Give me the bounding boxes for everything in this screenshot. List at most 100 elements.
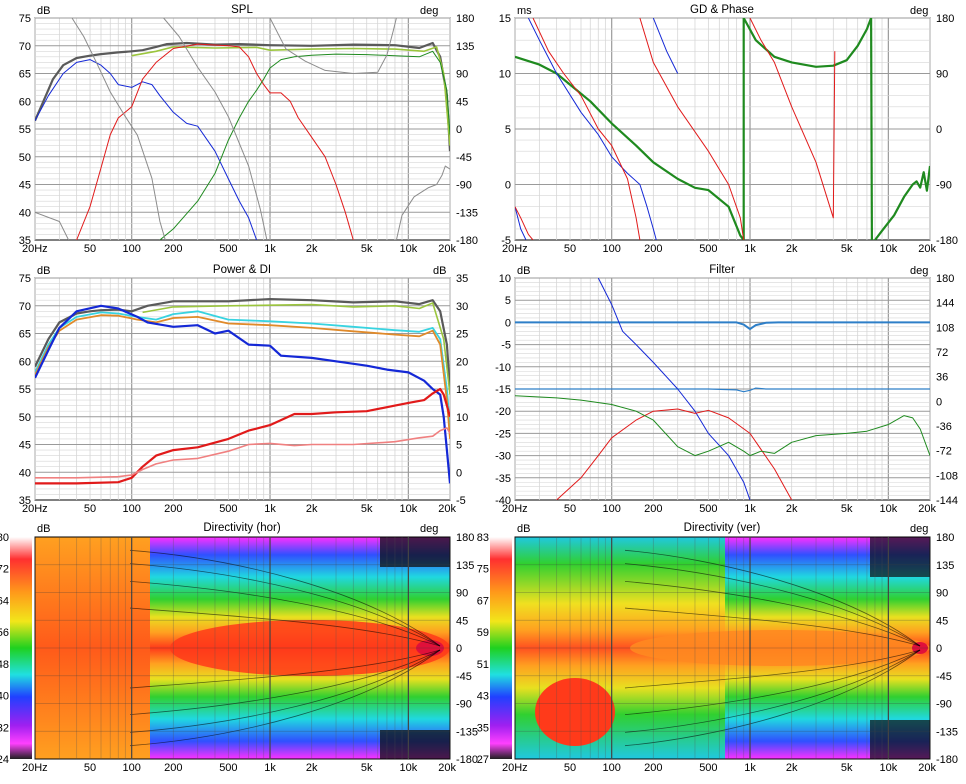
dir-ver-low-hotspot [535,678,615,746]
series-line-red [532,18,641,240]
scale-tick-label: 40 [0,691,9,703]
right-tick-label: -45 [456,152,472,164]
x-tick-label: 1k [264,503,276,515]
right-tick-label: 25 [456,329,468,341]
left-tick-label: 55 [19,124,31,136]
x-tick-label: 50 [564,503,576,515]
right-tick-label: 90 [936,69,948,81]
left-tick-label: 75 [19,13,31,25]
filter-series [515,278,930,500]
directivity-ver-chart: Directivity (ver) dB deg 83 75 67 59 51 43 35 2… [477,522,958,774]
right-tick-label: -144 [936,495,958,507]
right-tick-label: 144 [936,298,954,310]
right-tick-label: 180 [936,13,954,25]
right-tick-label: 72 [936,347,948,359]
right-tick-label: 90 [456,588,468,600]
right-tick-label: -45 [936,671,952,683]
x-tick-label: 10k [879,503,897,515]
series-line-green [874,165,930,240]
x-tick-label: 500 [699,243,717,255]
x-tick-label: 5k [361,243,373,255]
gd-right-unit: deg [910,5,928,17]
series-line-gray [163,18,268,240]
series-line-red [749,18,836,219]
filter-left-ticks: 10 5 0 -5 -10 -15 -20 -25 -30 -35 -40 [495,273,511,507]
scale-tick-label: 67 [477,595,489,607]
right-tick-label: 35 [456,273,468,285]
x-tick-label: 2k [306,762,318,774]
series-line-blue [597,278,751,500]
series-line-light_green [131,46,450,146]
x-tick-label: 20Hz [22,243,48,255]
dir-ver-scale-ticks: 83 75 67 59 51 43 35 27 [477,532,489,766]
x-tick-label: 2k [306,503,318,515]
scale-tick-label: 27 [477,754,489,766]
x-tick-label: 500 [219,503,237,515]
gd-left-ticks: 15 10 5 0 -5 [499,13,511,247]
right-tick-label: 90 [456,69,468,81]
right-tick-label: 135 [936,560,954,572]
x-tick-label: 100 [123,243,141,255]
left-tick-label: -5 [501,340,511,352]
x-tick-label: 1k [744,243,756,255]
x-tick-label: 100 [603,503,621,515]
series-line-steel_blue [515,321,930,331]
scale-tick-label: 56 [0,627,9,639]
power-title: Power & DI [213,264,271,276]
filter-right-unit: deg [910,265,928,277]
left-tick-label: -35 [495,473,511,485]
x-tick-label: 50 [84,503,96,515]
gd-left-unit: ms [517,5,532,17]
dir-ver-on-axis-lobe [630,630,930,666]
dir-ver-dark-bottom [870,720,930,759]
filter-x-ticks: 20Hz 50 100 200 500 1k 2k 5k 10k 20k [502,503,936,515]
right-tick-label: 108 [936,322,954,334]
series-line-gray [269,18,397,74]
x-tick-label: 100 [123,503,141,515]
right-tick-label: 180 [936,532,954,544]
x-tick-label: 10k [399,243,417,255]
gd-x-ticks: 20Hz 50 100 200 500 1k 2k 5k 10k 20k [502,243,936,255]
left-tick-label: 65 [19,69,31,81]
right-tick-label: 0 [936,124,942,136]
scale-tick-label: 24 [0,754,9,766]
scale-tick-label: 75 [477,564,489,576]
right-tick-label: 0 [456,124,462,136]
left-tick-label: 40 [19,207,31,219]
right-tick-label: -90 [456,180,472,192]
right-tick-label: 36 [936,372,948,384]
dir-ver-dark-top [870,537,930,577]
series-line-green [515,395,930,457]
right-tick-label: -135 [936,726,958,738]
series-line-cyan [35,310,450,428]
left-tick-label: 10 [499,273,511,285]
right-tick-label: 180 [456,13,474,25]
left-tick-label: 5 [505,295,511,307]
dir-ver-x-ticks: 20Hz 50 100 200 500 1k 2k 5k 10k 20k [502,762,936,774]
left-tick-label: -30 [495,451,511,463]
gd-title: GD & Phase [690,4,754,16]
scale-tick-label: 80 [0,532,9,544]
dir-hor-right-ticks: 180 135 90 45 0 -45 -90 -135 -180 [456,532,478,766]
dir-hor-dark-bottom [380,730,450,759]
scale-tick-label: 43 [477,691,489,703]
series-line-green [742,18,873,68]
dir-hor-grid [34,537,451,759]
series-line-blue [35,59,258,240]
x-tick-label: 200 [644,503,662,515]
x-tick-label: 50 [564,243,576,255]
right-tick-label: 180 [456,532,474,544]
series-line-blue [35,304,450,484]
series-line-dark_gray [35,298,450,390]
x-tick-label: 10k [879,243,897,255]
left-tick-label: -15 [495,384,511,396]
right-tick-label: -180 [936,754,958,766]
x-tick-label: 500 [699,762,717,774]
x-tick-label: 20k [438,762,456,774]
series-line-salmon [35,427,450,479]
contour-line [129,649,441,733]
right-tick-label: 30 [456,301,468,313]
dir-hor-colorbar [10,537,32,759]
scale-tick-label: 72 [0,564,9,576]
